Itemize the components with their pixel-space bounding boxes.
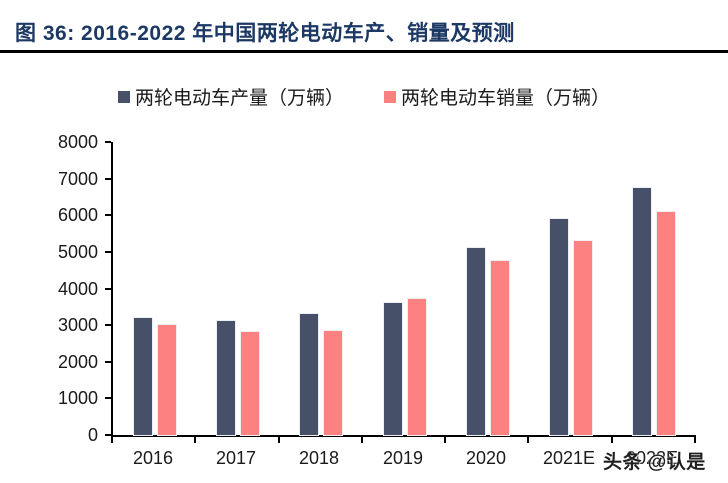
x-tick-mark	[694, 437, 696, 443]
x-tick-label: 2022E	[625, 448, 679, 468]
y-tick-mark	[105, 434, 111, 436]
bar-sales	[158, 325, 176, 435]
figure-title: 图 36: 2016-2022 年中国两轮电动车产、销量及预测	[15, 22, 515, 45]
x-tick-mark	[277, 437, 280, 443]
y-tick-label: 3000	[57, 315, 98, 336]
bar-production	[550, 219, 568, 435]
bar-production	[384, 303, 402, 435]
y-tick-mark	[105, 141, 111, 143]
y-tick-mark	[105, 250, 111, 253]
y-tick-mark	[105, 360, 111, 363]
title-divider	[0, 50, 728, 53]
x-tick-mark	[360, 437, 363, 443]
x-tick-label: 2017	[215, 448, 257, 468]
x-tick-label: 2019	[382, 448, 424, 468]
bar-production	[300, 314, 318, 435]
bar-sales	[408, 299, 426, 435]
x-tick-mark	[194, 437, 197, 443]
x-tick-label: 2016	[132, 448, 174, 468]
bars-layer	[113, 142, 696, 435]
bar-production	[134, 318, 152, 435]
y-tick-mark	[105, 287, 111, 290]
y-tick-label: 4000	[57, 278, 98, 299]
legend-item-sales: 两轮电动车销量（万辆）	[384, 83, 610, 110]
legend-label-sales: 两轮电动车销量（万辆）	[401, 88, 611, 109]
bar-sales	[574, 241, 592, 435]
y-tick-label: 7000	[57, 168, 98, 189]
bar-production	[467, 248, 485, 435]
y-tick-label: 2000	[57, 351, 98, 372]
y-tick-mark	[105, 397, 111, 400]
bar-sales	[491, 261, 509, 435]
plot-area	[111, 142, 696, 437]
x-tick-label: 2021E	[542, 448, 596, 468]
legend-item-production: 两轮电动车产量（万辆）	[117, 83, 344, 110]
x-tick-mark	[111, 437, 113, 443]
x-tick-mark	[527, 437, 530, 443]
legend-label-production: 两轮电动车产量（万辆）	[134, 88, 344, 109]
y-tick-label: 0	[87, 425, 98, 445]
legend-swatch-production-icon	[117, 90, 130, 103]
bar-sales	[241, 332, 259, 435]
legend-swatch-sales-icon	[384, 90, 396, 103]
bar-sales	[324, 331, 342, 435]
x-tick-mark	[610, 437, 613, 443]
legend: 两轮电动车产量（万辆） 两轮电动车销量（万辆）	[0, 83, 728, 110]
watermark: 头条 @认是	[603, 452, 706, 473]
y-tick-label: 5000	[57, 241, 98, 262]
y-tick-mark	[105, 177, 111, 180]
bar-production	[633, 188, 651, 435]
bar-production	[217, 321, 235, 435]
y-tick-mark	[105, 324, 111, 327]
x-tick-mark	[444, 437, 447, 443]
y-tick-label: 1000	[57, 388, 98, 409]
y-tick-label: 6000	[57, 205, 98, 226]
x-tick-label: 2020	[465, 448, 507, 468]
x-tick-label: 2018	[298, 448, 340, 468]
y-tick-mark	[105, 214, 111, 217]
y-tick-label: 8000	[57, 132, 98, 152]
bar-sales	[657, 212, 675, 435]
